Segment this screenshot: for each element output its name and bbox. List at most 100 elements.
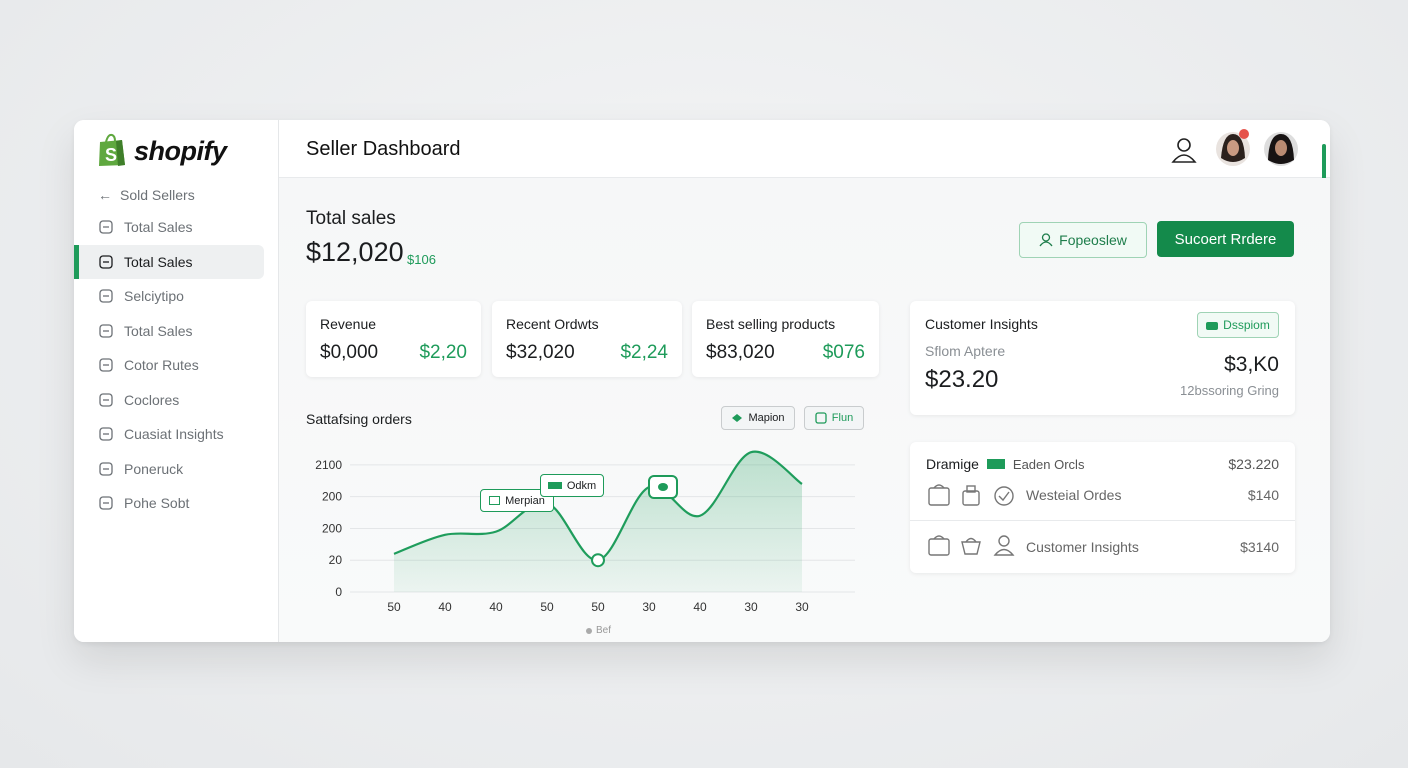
stat-delta: $076 [822,342,865,363]
nav-label: Cuasiat Insights [124,426,224,442]
row-label: Westeial Ordes [1026,487,1122,503]
row-icons [928,535,1015,556]
chart-pin [648,475,678,499]
header: Seller Dashboard [279,120,1330,178]
user-icon[interactable] [1171,136,1197,164]
stat-value: $0,000 [320,342,379,363]
secondary-button[interactable]: Fopeoslew [1019,222,1147,258]
y-tick-label: 20 [329,553,343,567]
nav-item[interactable]: Total Sales [74,244,264,279]
nav-item[interactable]: Total Sales [74,210,264,244]
nav-icon [99,496,113,510]
nav-icon [99,289,113,303]
annotation-icon [489,496,501,505]
stat-value: $32,020 [506,342,575,363]
chip-label: Mapion [748,412,785,424]
nav-item[interactable]: Poneruck [74,452,264,486]
stat-delta: $2,20 [419,342,467,363]
summary-value: $12,020 [306,237,404,267]
x-tick-label: 30 [795,600,809,614]
nav-item[interactable]: Coclores [74,383,264,417]
line [393,450,803,562]
area [394,451,802,592]
row-divider [910,520,1295,521]
row-amount: $140 [1247,487,1279,503]
primary-button[interactable]: Sucoert Rrdere [1157,221,1294,257]
logo-bag: S [99,133,125,166]
stat-card: Revenue $0,000 $2,20 [306,301,481,377]
nav-label: Pohe Sobt [124,495,190,511]
stat-card: Best selling products $83,020 $076 [692,301,879,377]
row-label: Customer Insights [1026,539,1139,555]
nav-label: Poneruck [124,460,184,477]
nav-label: Total Sales [124,219,193,235]
nav-label: Total Sales [124,253,193,270]
dashboard-card: S shopify ← Sold Sellers Total Sales Total… [74,120,1330,642]
chip-icon [815,412,827,424]
insights-right-subtitle: 12bssoring Gring [1180,383,1279,398]
insights-badge[interactable]: Dsspiom [1197,312,1279,338]
stat-label: Best selling products [706,316,836,332]
x-tick-label: 50 [540,600,554,614]
x-tick-label: 40 [693,600,707,614]
orders-header: Dramige Eaden Orcls [926,456,1084,472]
badge-icon [1206,322,1219,330]
back-arrow: ← [98,187,112,203]
nav-item[interactable]: Cuasiat Insights [74,417,264,451]
y-tick-label: 0 [335,585,342,599]
nav-icon [99,220,113,234]
row-amount: $3140 [1240,539,1279,555]
nav-label: Total Sales [124,322,193,339]
nav-icon [99,461,113,476]
x-tick-label: 30 [744,600,758,614]
insights-right-value: $3,K0 [1224,353,1279,376]
nav-item[interactable]: Cotor Rutes [74,348,264,382]
back-link[interactable]: ← Sold Sellers [98,187,195,203]
avatar[interactable] [1213,128,1253,170]
nav-icon [99,427,113,441]
orders-title: Dramige [926,456,979,472]
orders-amount: $23.220 [1228,456,1279,472]
nav-item[interactable]: Total Sales [74,314,264,348]
x-tick-label: 40 [438,600,452,614]
line-chart: 0 20 200 200 2100 50 40 40 50 50 30 40 30 30 [315,450,855,614]
nav-label: Coclores [124,391,180,408]
chart-footer: Bef [586,625,611,636]
annotation-label: Odkm [566,479,597,492]
legend-swatch [986,459,1005,469]
svg-text:S: S [105,145,117,165]
point-marker [591,553,605,568]
insights-title: Customer Insights [925,316,1038,332]
legend-chip[interactable]: Mapion [721,406,795,430]
logo-text: shopify [134,136,227,166]
y-tick-label: 200 [322,490,342,504]
chart-title: Sattafsing orders [306,411,412,427]
summary-title: Total sales [306,208,396,229]
stat-label: Recent Ordwts [506,316,599,332]
avatar[interactable] [1261,128,1301,170]
insights-panel: Customer Insights Dsspiom Sflom Aptere $… [910,301,1295,415]
chip-label: Flun [831,412,854,424]
stat-label: Revenue [320,316,377,332]
y-tick-label: 2100 [315,458,342,472]
back-label: Sold Sellers [120,187,195,203]
x-tick-label: 40 [489,600,503,614]
footer-dot [586,627,592,634]
insights-value: $23.20 [925,366,999,393]
stat-value: $83,020 [706,342,775,363]
x-tick-label: 50 [387,600,401,614]
legend-chip[interactable]: Flun [804,406,864,430]
button-label: Fopeoslew [1059,232,1127,248]
button-icon [1039,233,1053,247]
pin-icon [658,483,668,491]
insights-subtitle: Sflom Aptere [925,343,1006,359]
nav-item[interactable]: Selciytipo [74,279,264,313]
sidebar: S shopify ← Sold Sellers Total Sales Total… [74,120,279,642]
stat-card: Recent Ordwts $32,020 $2,24 [492,301,682,377]
y-tick-label: 200 [322,521,342,535]
nav-item[interactable]: Pohe Sobt [74,486,264,520]
stat-delta: $2,24 [620,342,668,363]
footer-label: Bef [596,625,612,636]
nav-label: Selciytipo [124,288,184,304]
